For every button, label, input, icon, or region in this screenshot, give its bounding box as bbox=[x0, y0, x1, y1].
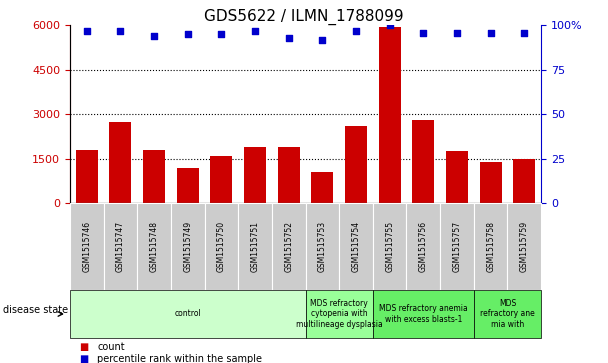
Bar bbox=[76, 150, 98, 203]
Text: GSM1515754: GSM1515754 bbox=[351, 221, 361, 272]
Text: control: control bbox=[174, 310, 201, 318]
Bar bbox=[244, 147, 266, 203]
Text: disease state: disease state bbox=[3, 305, 68, 315]
Text: GSM1515751: GSM1515751 bbox=[250, 221, 260, 272]
Text: GSM1515758: GSM1515758 bbox=[486, 221, 495, 272]
Text: GSM1515748: GSM1515748 bbox=[150, 221, 159, 272]
Text: GSM1515757: GSM1515757 bbox=[452, 221, 461, 272]
Text: GSM1515753: GSM1515753 bbox=[318, 221, 327, 272]
Text: MDS refractory anemia
with excess blasts-1: MDS refractory anemia with excess blasts… bbox=[379, 304, 468, 324]
Bar bbox=[412, 120, 434, 203]
Point bbox=[116, 28, 125, 34]
Bar bbox=[513, 159, 535, 203]
Text: GSM1515747: GSM1515747 bbox=[116, 221, 125, 272]
Point bbox=[250, 28, 260, 34]
Text: MDS
refractory ane
mia with: MDS refractory ane mia with bbox=[480, 299, 535, 329]
Text: GSM1515746: GSM1515746 bbox=[82, 221, 91, 272]
Text: count: count bbox=[97, 342, 125, 352]
Point bbox=[351, 28, 361, 34]
Text: GSM1515750: GSM1515750 bbox=[217, 221, 226, 272]
Text: percentile rank within the sample: percentile rank within the sample bbox=[97, 354, 262, 363]
Bar bbox=[210, 156, 232, 203]
Text: GSM1515755: GSM1515755 bbox=[385, 221, 394, 272]
Point bbox=[519, 30, 529, 36]
Text: GDS5622 / ILMN_1788099: GDS5622 / ILMN_1788099 bbox=[204, 9, 404, 25]
Point bbox=[486, 30, 496, 36]
Text: ■: ■ bbox=[79, 354, 88, 363]
Bar bbox=[278, 147, 300, 203]
Point bbox=[452, 30, 462, 36]
Text: GSM1515759: GSM1515759 bbox=[520, 221, 529, 272]
Bar bbox=[109, 122, 131, 203]
Bar bbox=[379, 27, 401, 203]
Bar bbox=[311, 172, 333, 203]
Text: ■: ■ bbox=[79, 342, 88, 352]
Text: GSM1515752: GSM1515752 bbox=[284, 221, 293, 272]
Bar bbox=[143, 150, 165, 203]
Bar bbox=[345, 126, 367, 203]
Bar bbox=[177, 168, 199, 203]
Point bbox=[183, 31, 193, 37]
Text: MDS refractory
cytopenia with
multilineage dysplasia: MDS refractory cytopenia with multilinea… bbox=[296, 299, 382, 329]
Point bbox=[385, 23, 395, 28]
Bar bbox=[446, 151, 468, 203]
Point bbox=[317, 37, 327, 42]
Point bbox=[216, 31, 226, 37]
Point bbox=[284, 35, 294, 41]
Point bbox=[149, 33, 159, 39]
Point bbox=[418, 30, 428, 36]
Bar bbox=[480, 162, 502, 203]
Text: GSM1515749: GSM1515749 bbox=[183, 221, 192, 272]
Point bbox=[82, 28, 92, 34]
Text: GSM1515756: GSM1515756 bbox=[419, 221, 428, 272]
